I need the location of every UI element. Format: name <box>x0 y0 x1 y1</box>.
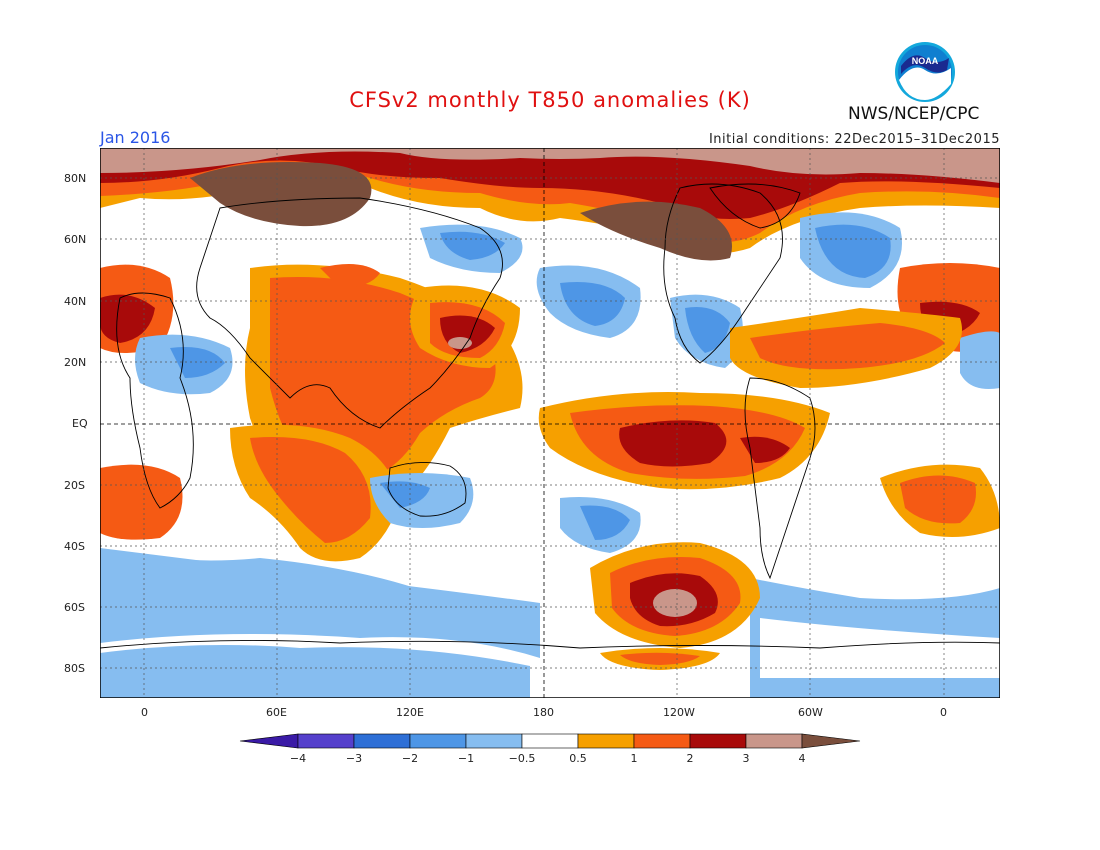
anomaly-map <box>100 148 1000 698</box>
lon-label: 60E <box>266 706 287 719</box>
colorbar-swatch <box>297 733 355 749</box>
colorbar-label: 0.5 <box>569 752 587 765</box>
colorbar-max-arrow <box>801 733 861 749</box>
lat-label: 20N <box>64 356 87 369</box>
nino-max <box>619 420 727 467</box>
colorbar-swatch <box>521 733 579 749</box>
colorbar: −4 −3 −2 −1 −0.5 0.5 1 2 3 4 <box>239 733 861 765</box>
lon-label: 120E <box>396 706 424 719</box>
colorbar-label: 2 <box>687 752 694 765</box>
lat-label: 80N <box>64 172 87 185</box>
colorbar-swatch <box>465 733 523 749</box>
colorbar-label: −1 <box>458 752 474 765</box>
lat-label: 40S <box>64 540 85 553</box>
colorbar-swatch <box>353 733 411 749</box>
coastlines <box>100 183 1000 649</box>
colorbar-min-arrow <box>239 733 299 749</box>
organization-label: NWS/NCEP/CPC <box>848 104 980 124</box>
lat-label: EQ <box>72 417 88 430</box>
south-atlantic-warm <box>100 464 183 540</box>
colorbar-label: 3 <box>743 752 750 765</box>
grid-lines <box>100 148 1000 698</box>
lat-label: 60N <box>64 233 87 246</box>
greenland-max <box>580 201 732 261</box>
lat-label: 80S <box>64 662 85 675</box>
colorbar-label: 4 <box>799 752 806 765</box>
chart-title: CFSv2 monthly T850 anomalies (K) <box>349 88 751 112</box>
colorbar-swatch <box>745 733 803 749</box>
colorbar-swatch <box>633 733 691 749</box>
lat-label: 40N <box>64 295 87 308</box>
reference-lines <box>100 148 1000 698</box>
colorbar-swatch <box>409 733 467 749</box>
colorbar-label: −2 <box>402 752 418 765</box>
forecast-period: Jan 2016 <box>100 128 171 147</box>
lat-label: 20S <box>64 479 85 492</box>
colorbar-label: −4 <box>290 752 306 765</box>
lon-label: 180 <box>533 706 554 719</box>
colorbar-label: −0.5 <box>509 752 536 765</box>
lon-label: 60W <box>798 706 823 719</box>
lat-label: 60S <box>64 601 85 614</box>
lon-label: 0 <box>940 706 947 719</box>
colorbar-swatch <box>689 733 747 749</box>
noaa-logo: NOAA <box>895 42 955 102</box>
lon-label: 120W <box>663 706 695 719</box>
initial-conditions: Initial conditions: 22Dec2015–31Dec2015 <box>708 132 1000 147</box>
colorbar-label: 1 <box>631 752 638 765</box>
logo-text: NOAA <box>912 56 939 66</box>
lon-label: 0 <box>141 706 148 719</box>
colorbar-swatch <box>577 733 635 749</box>
colorbar-label: −3 <box>346 752 362 765</box>
